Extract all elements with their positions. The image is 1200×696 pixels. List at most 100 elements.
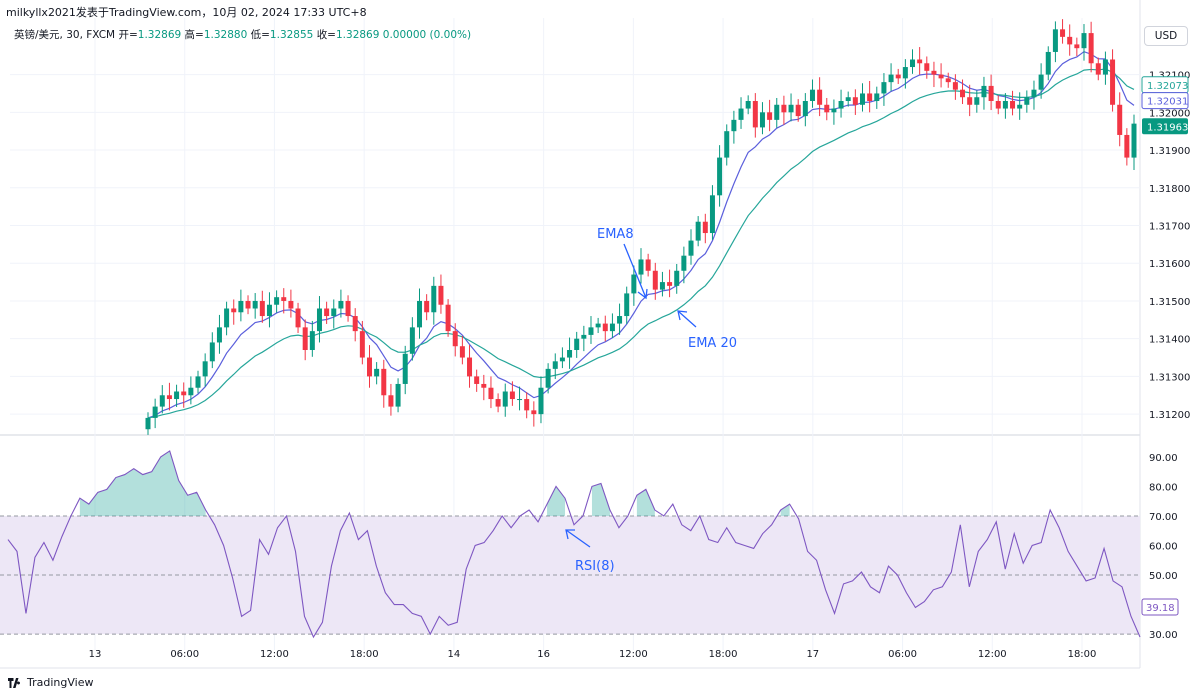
candle-body	[645, 259, 651, 271]
candle-body	[945, 78, 951, 83]
time-tick-label: 17	[806, 649, 819, 660]
rsi-tick-label: 70.00	[1149, 512, 1178, 523]
candle-body	[452, 331, 458, 347]
price-tick-label: 1.31700	[1149, 222, 1190, 233]
candle-body	[910, 59, 916, 68]
time-tick-label: 12:00	[260, 649, 289, 660]
candle-body	[181, 391, 187, 396]
candle-body	[288, 300, 294, 309]
candle-body	[552, 361, 558, 369]
symbol-label[interactable]: 英镑/美元, 30, FXCM	[14, 29, 116, 41]
candle-body	[888, 74, 894, 83]
candle-body	[752, 101, 758, 128]
candle-body	[838, 101, 844, 109]
footer-brand[interactable]: TradingView	[8, 676, 93, 689]
candle-body	[631, 274, 637, 294]
rsi-overbought-fill	[591, 483, 610, 516]
price-tick-label: 1.32100	[1149, 71, 1190, 82]
candle-body	[145, 417, 151, 430]
open-label: 开=	[118, 29, 138, 41]
candle-body	[245, 300, 251, 309]
candle-body	[852, 97, 858, 105]
candle-body	[309, 331, 315, 350]
ema8-annotation: EMA8	[597, 227, 634, 242]
ema8-arrow	[623, 243, 648, 300]
time-tick-label: 18:00	[709, 649, 738, 660]
price-tag-box	[1141, 92, 1189, 110]
annotations: EMA8 EMA 20 RSI(8)	[565, 227, 737, 574]
candle-body	[617, 316, 623, 324]
candle-body	[738, 108, 744, 120]
candle-body	[424, 300, 430, 313]
candle-body	[674, 270, 680, 286]
time-tick-label: 14	[448, 649, 461, 660]
candle-body	[974, 97, 980, 105]
candle-body	[809, 89, 815, 101]
rsi-arrow	[565, 529, 591, 548]
currency-button[interactable]: USD	[1144, 26, 1188, 46]
candle-body	[1060, 29, 1066, 37]
candle-body	[960, 89, 966, 98]
candle-body	[609, 323, 615, 332]
candle-body	[502, 391, 508, 407]
price-tick-label: 1.31200	[1149, 410, 1190, 421]
candle-body	[702, 221, 708, 234]
ema8-line	[147, 50, 1135, 419]
price-tick-label: 1.31400	[1149, 335, 1190, 346]
candle-body	[988, 85, 994, 101]
rsi-tick-label: 80.00	[1149, 482, 1178, 493]
candle-body	[459, 346, 465, 358]
rsi-last-value-tag	[1141, 598, 1179, 616]
candle-body	[895, 74, 901, 79]
time-tick-label: 06:00	[888, 649, 917, 660]
price-tag-label: 1.31963	[1147, 122, 1188, 133]
rsi-line	[7, 450, 1141, 639]
candle-body	[1067, 36, 1073, 45]
candle-body	[545, 368, 551, 388]
candle-body	[1031, 89, 1037, 98]
candle-body	[595, 323, 601, 328]
candle-body	[402, 353, 408, 384]
candle-body	[567, 350, 573, 358]
low-value: 1.32855	[269, 29, 314, 41]
candle-body	[1088, 33, 1094, 64]
time-tick-label: 06:00	[170, 649, 199, 660]
candle-body	[602, 323, 608, 332]
candle-body	[874, 93, 880, 101]
candle-body	[1017, 104, 1023, 109]
candle-body	[1117, 104, 1123, 135]
candle-body	[517, 399, 523, 401]
price-tick-label: 1.31900	[1149, 146, 1190, 157]
candle-body	[659, 282, 665, 290]
rsi-tick-label: 90.00	[1149, 453, 1178, 464]
candle-body	[817, 89, 823, 105]
rsi-tick-label: 60.00	[1149, 541, 1178, 552]
candle-body	[1002, 101, 1008, 109]
candle-body	[574, 338, 580, 350]
candle-body	[302, 327, 308, 350]
candle-body	[331, 308, 337, 317]
high-label: 高=	[184, 29, 204, 41]
candle-body	[252, 300, 258, 309]
candle-body	[174, 391, 180, 400]
time-tick-label: 16	[537, 649, 550, 660]
candle-body	[438, 285, 444, 305]
close-label: 收=	[316, 29, 336, 41]
time-tick-label: 18:00	[1068, 649, 1097, 660]
candle-body	[688, 240, 694, 256]
candle-body	[467, 357, 473, 377]
candle-body	[224, 308, 230, 328]
price-tick-label: 1.31600	[1149, 259, 1190, 270]
candle-body	[431, 285, 437, 313]
candle-body	[1045, 51, 1051, 75]
candle-body	[831, 108, 837, 113]
candle-body	[231, 308, 237, 313]
candle-body	[1110, 59, 1116, 105]
price-tick-label: 1.31800	[1149, 184, 1190, 195]
candle-body	[652, 270, 658, 290]
candle-body	[709, 195, 715, 234]
axes: 1.32100 1.32000 1.31900 1.31800 1.31700 1.316…	[89, 71, 1191, 660]
candle-body	[802, 101, 808, 117]
change-value: 0.00000 (0.00%)	[382, 29, 472, 41]
